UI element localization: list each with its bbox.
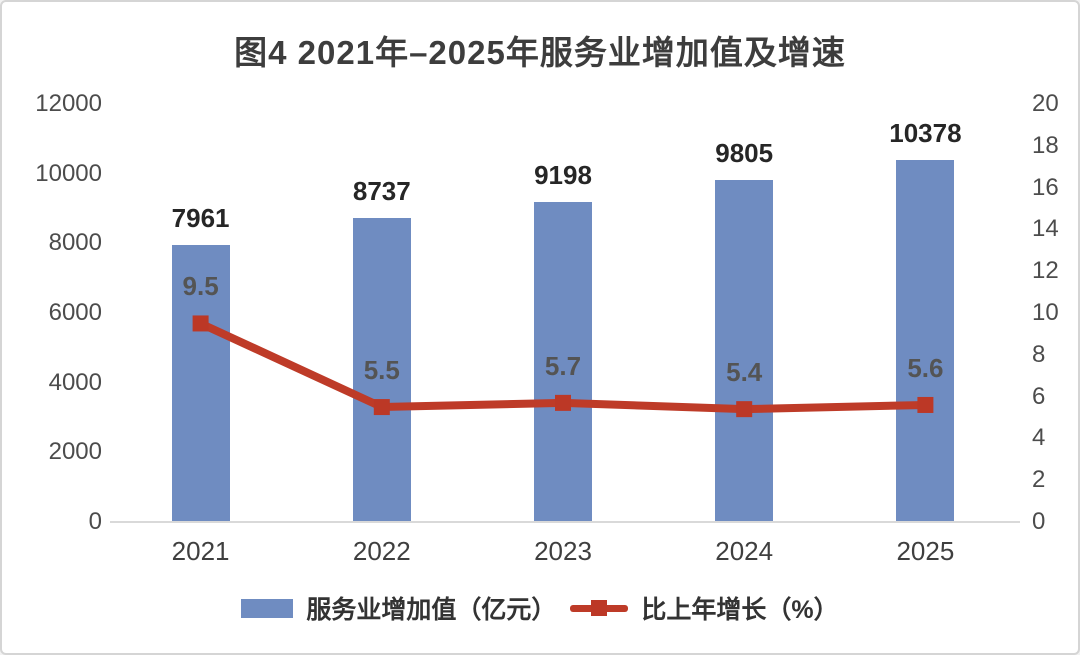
- right-axis-tick-label: 0: [1032, 508, 1046, 535]
- left-axis-tick-label: 8000: [48, 229, 102, 257]
- line-legend-marker: [591, 600, 608, 616]
- bar-value-label: 9805: [715, 138, 774, 169]
- left-axis-tick-label: 6000: [48, 299, 102, 326]
- right-axis-tick-label: 16: [1032, 173, 1059, 201]
- bar-value-label: 8737: [352, 175, 411, 206]
- left-axis-tick-label: 2000: [48, 438, 102, 466]
- x-axis-label-2024: 2024: [715, 536, 774, 566]
- left-axis-tick-label: 10000: [35, 159, 102, 187]
- bar-value-label: 7961: [171, 202, 230, 233]
- right-axis-tick-label: 6: [1032, 382, 1046, 410]
- left-axis-tick-label: 0: [88, 508, 102, 535]
- right-axis-tick-label: 4: [1032, 424, 1046, 452]
- bar-legend-label: 服务业增加值（亿元）: [306, 596, 557, 624]
- right-axis-tick-label: 20: [1032, 90, 1059, 117]
- right-axis-tick-label: 14: [1032, 215, 1059, 243]
- bar-value-label: 10378: [889, 118, 962, 149]
- line-legend-swatch: [570, 598, 629, 618]
- x-axis-label-2022: 2022: [352, 536, 411, 566]
- chart-title: 图4 2021年–2025年服务业增加值及增速: [234, 34, 846, 71]
- rate-label: 9.5: [182, 271, 219, 302]
- bar-legend-swatch: [241, 598, 294, 618]
- legend: 服务业增加值（亿元） 比上年增长（%）: [2, 590, 1078, 626]
- bar-2024: [715, 180, 774, 522]
- left-axis-tick-label: 4000: [48, 368, 102, 396]
- rate-label: 5.4: [726, 357, 763, 388]
- rate-label: 5.7: [544, 350, 582, 381]
- x-axis-label-2021: 2021: [171, 536, 230, 566]
- x-axis-label-2023: 2023: [534, 536, 592, 566]
- legend-item-bar: 服务业增加值（亿元）: [241, 590, 556, 626]
- left-axis-tick-label: 12000: [35, 90, 102, 117]
- right-axis-tick-label: 12: [1032, 257, 1059, 285]
- x-axis-label-2025: 2025: [896, 536, 955, 566]
- bar-2025: [896, 160, 955, 522]
- right-axis-tick-label: 10: [1032, 299, 1059, 326]
- right-axis-tick-label: 2: [1032, 466, 1046, 494]
- bar-value-label: 9198: [534, 159, 592, 190]
- rate-label: 5.5: [363, 355, 400, 386]
- line-legend-label: 比上年增长（%）: [641, 596, 839, 624]
- rate-label: 5.6: [907, 352, 944, 383]
- legend-item-line: 比上年增长（%）: [570, 590, 839, 626]
- right-axis-tick-label: 8: [1032, 340, 1046, 368]
- right-axis-tick-label: 18: [1032, 131, 1059, 159]
- x-axis-line: [110, 521, 1020, 523]
